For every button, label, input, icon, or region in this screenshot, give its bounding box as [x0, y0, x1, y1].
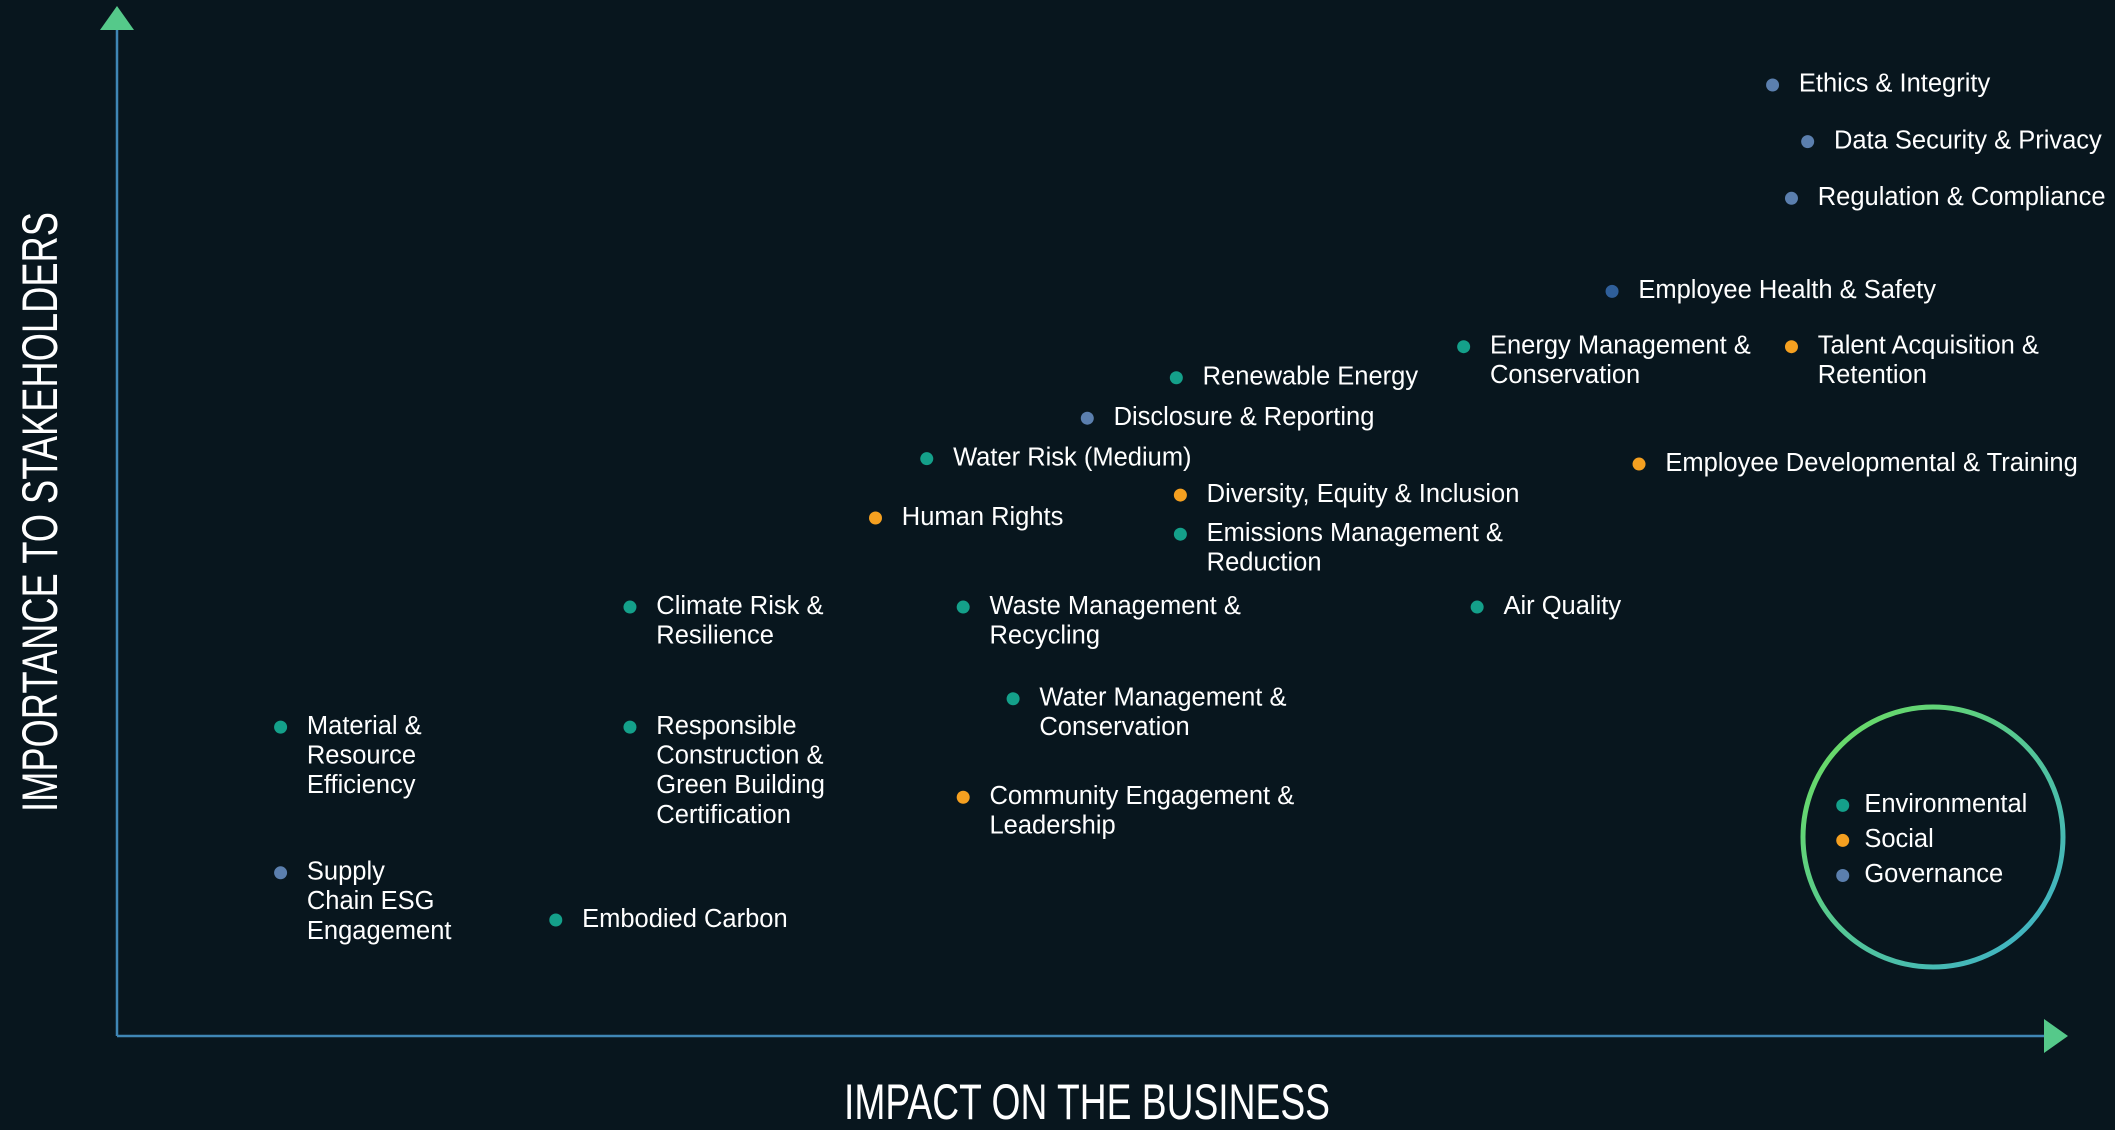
node-label: Water Management &	[1039, 684, 1286, 712]
node-label: Green Building	[656, 771, 825, 799]
node-dot	[1080, 411, 1094, 425]
node: Data Security & Privacy	[1801, 126, 2102, 154]
legend-label: Governance	[1864, 860, 2003, 888]
node-label: Retention	[1818, 361, 1927, 389]
node: Water Risk (Medium)	[920, 443, 1192, 471]
node-label: Data Security & Privacy	[1834, 126, 2102, 154]
node-dot	[1470, 600, 1484, 614]
node-label: Supply	[307, 858, 385, 886]
node-dot	[956, 790, 970, 804]
node: Regulation & Compliance	[1784, 183, 2106, 211]
node-dot	[623, 720, 637, 734]
node-label: Resilience	[656, 621, 774, 649]
node-label: Embodied Carbon	[582, 905, 788, 933]
node-label: Chain ESG	[307, 887, 435, 915]
legend-dot	[1836, 833, 1850, 847]
node-label: Disclosure & Reporting	[1114, 403, 1375, 431]
node-label: Energy Management &	[1490, 331, 1751, 359]
node-label: Community Engagement &	[989, 782, 1294, 810]
node-label: Ethics & Integrity	[1799, 70, 1991, 98]
node-label: Renewable Energy	[1203, 362, 1419, 390]
node-dot	[956, 600, 970, 614]
node: Employee Developmental & Training	[1632, 449, 2078, 477]
node: Emissions Management &Reduction	[1173, 519, 1503, 577]
node-dot	[1784, 191, 1798, 205]
node-label: Resource	[307, 742, 416, 770]
node: Employee Health & Safety	[1605, 276, 1936, 304]
node-label: Climate Risk &	[656, 592, 823, 620]
node-dot	[920, 452, 934, 466]
node-dot	[1605, 284, 1619, 298]
node: Air Quality	[1470, 592, 1621, 620]
legend-label: Environmental	[1864, 790, 2027, 818]
node-label: Human Rights	[902, 503, 1064, 531]
node-label: Talent Acquisition &	[1818, 331, 2039, 359]
node-label: Conservation	[1039, 713, 1189, 741]
node-dot	[1632, 457, 1646, 471]
node-dot	[1173, 488, 1187, 502]
legend-dot	[1836, 798, 1850, 812]
x-axis-arrow	[2044, 1019, 2068, 1053]
node-label: Efficiency	[307, 771, 416, 799]
node-dot	[549, 913, 563, 927]
node: Renewable Energy	[1169, 362, 1419, 390]
node: Diversity, Equity & Inclusion	[1173, 480, 1520, 508]
y-axis-title: IMPORTANCE TO STAKEHOLDERS	[12, 212, 68, 812]
node-dot	[1801, 135, 1815, 149]
node-dot	[1457, 340, 1471, 354]
node-label: Material &	[307, 712, 422, 740]
node: Embodied Carbon	[549, 905, 788, 933]
node-label: Waste Management &	[989, 592, 1240, 620]
node-label: Employee Developmental & Training	[1665, 449, 2077, 477]
node-dot	[274, 866, 288, 880]
node-dot	[1173, 527, 1187, 541]
nodes: Ethics & Integrity Data Security & Privac…	[274, 70, 2106, 945]
legend-label: Social	[1864, 825, 1933, 853]
node-label: Recycling	[989, 621, 1100, 649]
node-dot	[623, 600, 637, 614]
node-label: Regulation & Compliance	[1818, 183, 2106, 211]
node: Waste Management &Recycling	[956, 592, 1241, 649]
node-label: Construction &	[656, 742, 823, 770]
y-axis-arrow	[100, 6, 134, 30]
node: Water Management &Conservation	[1006, 684, 1286, 741]
node: Climate Risk &Resilience	[623, 592, 823, 649]
node-dot	[1006, 692, 1020, 706]
node-label: Responsible	[656, 712, 796, 740]
node-label: Emissions Management &	[1207, 519, 1503, 547]
node: Community Engagement &Leadership	[956, 782, 1294, 840]
node-label: Leadership	[989, 812, 1115, 840]
node-dot	[869, 511, 883, 525]
node: Human Rights	[869, 503, 1063, 531]
legend-dot	[1836, 869, 1850, 883]
node-dot	[1784, 340, 1798, 354]
node-label: Reduction	[1207, 549, 1322, 577]
legend-ring	[1800, 704, 2066, 970]
node-dot	[1169, 371, 1183, 385]
node: Talent Acquisition &Retention	[1784, 331, 2039, 389]
node-label: Employee Health & Safety	[1638, 276, 1936, 304]
node: Ethics & Integrity	[1766, 70, 1990, 98]
node-label: Diversity, Equity & Inclusion	[1207, 480, 1520, 508]
node-label: Conservation	[1490, 361, 1640, 389]
node-label: Engagement	[307, 917, 452, 945]
node-dot	[274, 720, 288, 734]
node-label: Air Quality	[1503, 592, 1621, 620]
node-label: Certification	[656, 801, 791, 829]
node-dot	[1766, 78, 1780, 92]
legend: Environmental Social Governance	[1836, 790, 2027, 888]
node: Energy Management &Conservation	[1457, 331, 1751, 389]
node: Disclosure & Reporting	[1080, 403, 1375, 431]
x-axis-title: IMPACT ON THE BUSINESS	[844, 1074, 1330, 1130]
node-label: Water Risk (Medium)	[953, 443, 1192, 471]
